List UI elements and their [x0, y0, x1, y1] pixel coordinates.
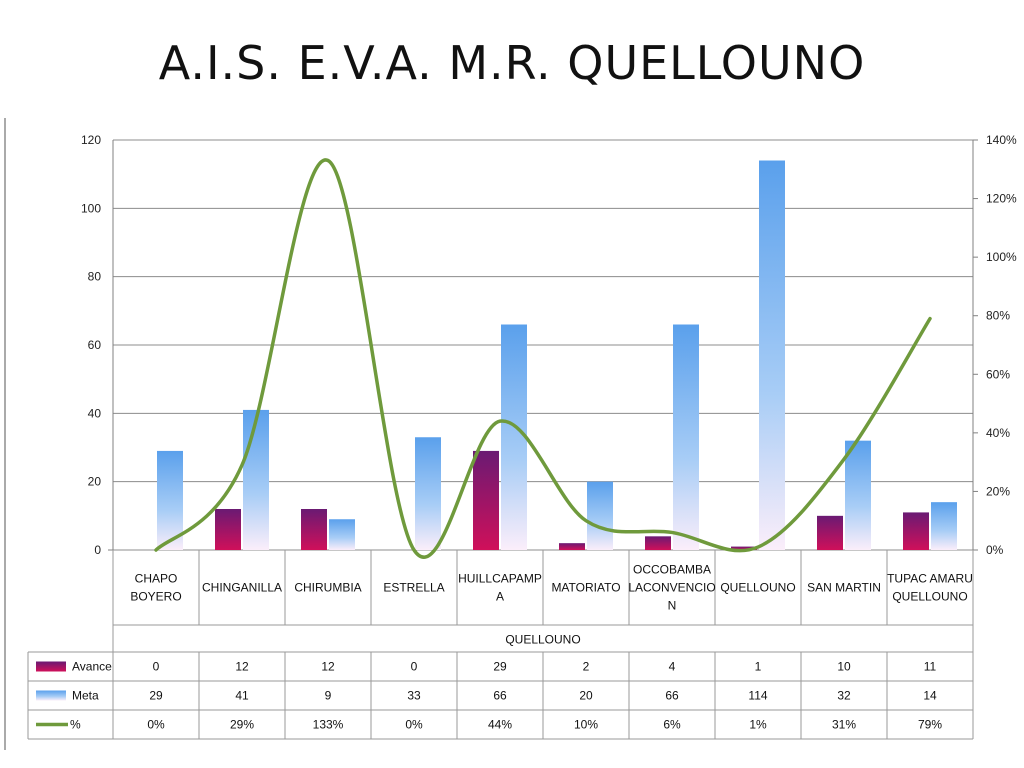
y-left-tick-label: 0: [94, 543, 101, 557]
bar-avance: [817, 515, 843, 550]
category-label: QUELLOUNO: [720, 581, 795, 595]
table-cell: 4: [669, 660, 676, 674]
category-label: ESTRELLA: [383, 581, 444, 595]
category-label: MATORIATO: [551, 581, 620, 595]
y-right-tick-label: 120%: [986, 192, 1017, 206]
y-left-tick-label: 40: [88, 406, 102, 420]
table-cell: 10%: [574, 718, 598, 732]
bar-meta: [845, 440, 871, 550]
table-cell: 29: [149, 689, 163, 703]
table-cell: 14: [923, 689, 937, 703]
table-cell: 44%: [488, 718, 512, 732]
table-cell: 12: [321, 660, 335, 674]
y-left-tick-label: 60: [88, 338, 102, 352]
axis-layer: 0204060801001200%20%40%60%80%100%120%140…: [4, 118, 1017, 750]
data-table: CHAPO BOYERO CHINGANILLA CHIRUMBIA ESTRELLA H…: [27, 550, 974, 740]
y-right-tick-label: 60%: [986, 367, 1010, 381]
legend-label: Meta: [72, 689, 99, 703]
table-cell: 10: [837, 660, 851, 674]
table-cell: 20: [579, 689, 593, 703]
table-cell: 1%: [749, 718, 767, 732]
table-cell: 9: [325, 689, 332, 703]
bar-avance: [645, 536, 671, 550]
bar-meta: [329, 519, 355, 550]
bar-avance: [473, 450, 499, 550]
legend-label: Avance: [72, 660, 112, 674]
bars-layer: [157, 160, 957, 550]
table-cell: 133%: [313, 718, 344, 732]
category-label: SAN MARTIN: [807, 581, 881, 595]
slide-title: A.I.S. E.V.A. M.R. QUELLOUNO: [158, 36, 866, 90]
table-cell: 114: [748, 689, 767, 703]
table-cell: 6%: [663, 718, 681, 732]
legend-label: %: [70, 718, 81, 732]
legend-key-meta: [36, 690, 66, 701]
y-right-tick-label: 80%: [986, 309, 1010, 323]
category-label: HUILLCAPAMP A: [458, 572, 542, 604]
table-cell: 31%: [832, 718, 856, 732]
bar-meta: [501, 324, 527, 550]
bar-meta: [673, 324, 699, 550]
table-cell: 0: [153, 660, 160, 674]
table-cell: 1: [755, 660, 762, 674]
table-cell: 0: [411, 660, 418, 674]
bar-meta: [587, 481, 613, 550]
bar-meta: [243, 409, 269, 550]
line-layer: [154, 158, 932, 559]
category-label: OCCOBAMBA LACONVENCIO N: [628, 563, 715, 613]
bar-meta: [931, 502, 957, 550]
bar-avance: [215, 509, 241, 550]
bar-avance: [731, 546, 757, 550]
bar-meta: [759, 160, 785, 550]
table-cell: 2: [583, 660, 590, 674]
category-label: TUPAC AMARU QUELLOUNO: [887, 572, 973, 604]
y-right-tick-label: 100%: [986, 250, 1017, 264]
table-cell: 66: [665, 689, 679, 703]
grid-layer: [113, 139, 973, 551]
bar-avance: [301, 509, 327, 550]
y-left-tick-label: 120: [81, 133, 101, 147]
bar-avance: [903, 512, 929, 550]
y-right-tick-label: 0%: [986, 543, 1004, 557]
table-cell: 79%: [918, 718, 942, 732]
table-cell: 66: [493, 689, 507, 703]
table-cell: 29: [493, 660, 507, 674]
series-line-percent: [154, 158, 932, 559]
y-right-tick-label: 20%: [986, 484, 1010, 498]
bar-meta: [157, 450, 183, 550]
category-label: CHAPO BOYERO: [130, 572, 181, 604]
y-right-tick-label: 140%: [986, 133, 1017, 147]
y-left-tick-label: 20: [88, 475, 102, 489]
table-cell: 41: [235, 689, 249, 703]
table-cell: 32: [837, 689, 851, 703]
category-label: CHINGANILLA: [202, 581, 282, 595]
table-cell: 12: [235, 660, 249, 674]
bar-avance: [559, 543, 585, 550]
group-label: QUELLOUNO: [505, 633, 580, 647]
y-left-tick-label: 100: [81, 201, 101, 215]
table-cell: 29%: [230, 718, 254, 732]
table-cell: 0%: [405, 718, 423, 732]
table-cell: 0%: [147, 718, 165, 732]
y-right-tick-label: 40%: [986, 426, 1010, 440]
y-left-tick-label: 80: [88, 270, 102, 284]
bar-meta: [415, 437, 441, 550]
category-label: CHIRUMBIA: [294, 581, 361, 595]
table-cell: 11: [924, 660, 937, 674]
table-cell: 33: [407, 689, 421, 703]
legend-key-avance: [36, 661, 66, 672]
